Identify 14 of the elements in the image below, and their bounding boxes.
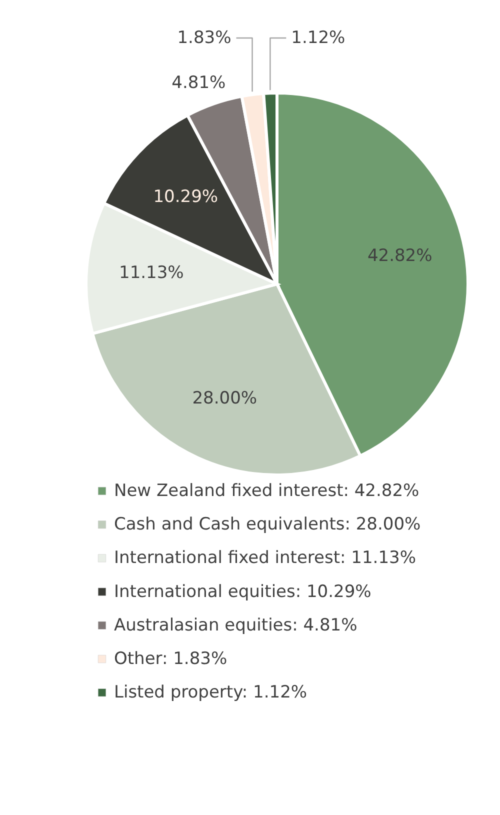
data-label: 11.13%	[119, 263, 184, 284]
legend-label: International equities: 10.29%	[114, 582, 372, 602]
data-label: 28.00%	[192, 388, 258, 409]
data-label: 4.81%	[172, 72, 226, 93]
legend-label: Listed property: 1.12%	[114, 682, 308, 703]
legend-label: New Zealand fixed interest: 42.82%	[114, 481, 420, 501]
data-label: 42.82%	[367, 246, 432, 266]
data-label: 1.12%	[291, 28, 346, 48]
legend-label: Australasian equities: 4.81%	[114, 615, 358, 636]
legend-label: International fixed interest: 11.13%	[114, 548, 416, 568]
legend-label: Other: 1.83%	[114, 649, 228, 669]
data-label: 1.83%	[177, 28, 232, 48]
data-label: 10.29%	[153, 187, 218, 208]
legend-label: Cash and Cash equivalents: 28.00%	[114, 514, 421, 535]
